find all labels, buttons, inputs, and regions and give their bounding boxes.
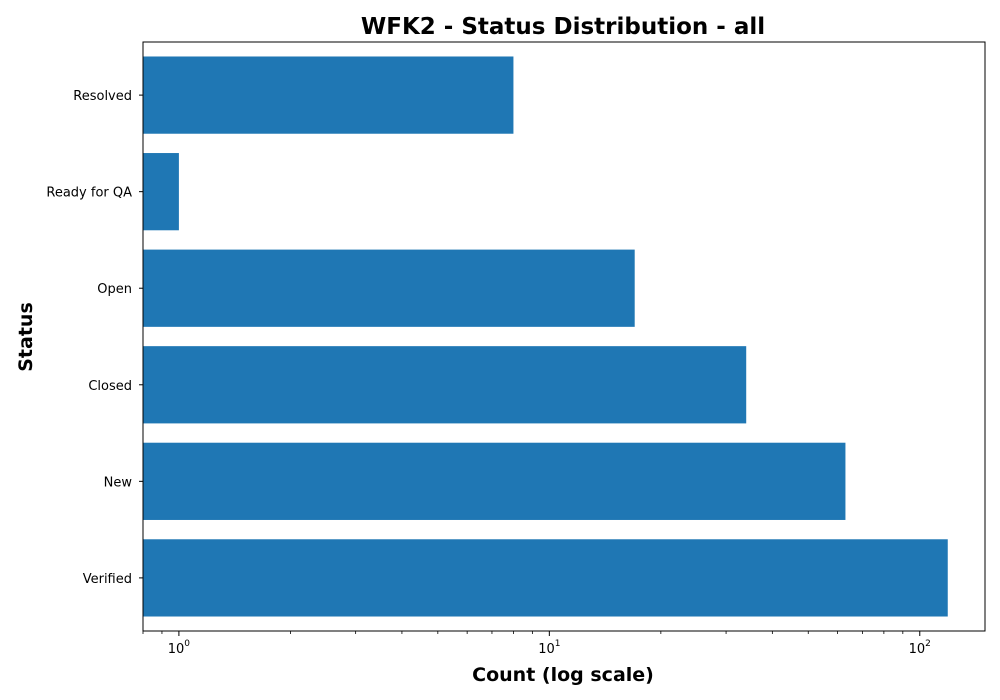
x-tick-label: 101 [538,639,560,657]
y-tick-label: Open [97,282,132,297]
y-tick-label: Ready for QA [46,186,132,201]
plot-frame [142,41,986,632]
y-tick-label: New [104,475,133,490]
y-tick-label: Verified [83,572,132,587]
x-axis-label: Count (log scale) [472,664,654,686]
y-axis-label: Status [15,302,37,372]
bar-ready-for-qa [143,153,179,231]
bar-open [143,249,635,327]
chart-title: WFK2 - Status Distribution - all [361,14,765,40]
y-axis-ticks: Resolved Ready for QA Open Closed New Verifie… [46,89,143,587]
bar-closed [143,346,747,424]
bar-resolved [143,56,514,134]
bars-group [143,56,948,617]
x-tick-label: 100 [168,639,191,657]
bar-new [143,442,846,520]
bar-verified [143,539,948,617]
y-tick-label: Resolved [73,89,132,104]
x-tick-label: 102 [909,639,931,657]
y-tick-label: Closed [88,379,132,394]
x-axis-ticks: 100 101 102 [142,631,931,657]
